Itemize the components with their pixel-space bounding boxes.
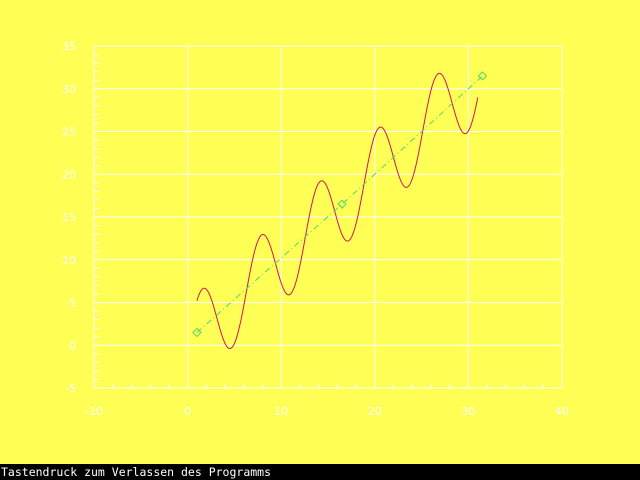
x-tick-label: 20 <box>368 405 382 418</box>
x-tick-label: -10 <box>85 405 103 418</box>
y-tick-label: 35 <box>62 40 76 53</box>
y-tick-label: 30 <box>62 83 76 96</box>
grid <box>93 45 563 389</box>
series-layer <box>192 71 488 350</box>
y-tick-label: 15 <box>62 211 76 224</box>
y-tick-label: 0 <box>69 339 76 352</box>
x-tick-label: 10 <box>274 405 288 418</box>
x-tick-label: 40 <box>555 405 569 418</box>
diamond-marker <box>477 71 488 81</box>
y-tick-label: 10 <box>62 254 76 267</box>
chart: -10 0 10 20 30 40 -5 0 5 10 15 20 25 30 … <box>62 40 569 418</box>
x-tick-labels: -10 0 10 20 30 40 <box>85 405 569 418</box>
y-tick-label: 5 <box>69 297 76 310</box>
y-tick-label: 20 <box>62 168 76 181</box>
x-tick-label: 0 <box>184 405 191 418</box>
status-message: Tastendruck zum Verlassen des Programms <box>1 465 272 479</box>
status-bar: Tastendruck zum Verlassen des Programms <box>0 464 640 480</box>
fit-line-series <box>196 75 483 333</box>
x-tick-label: 30 <box>461 405 475 418</box>
y-tick-labels: -5 0 5 10 15 20 25 30 35 <box>62 40 76 395</box>
diamond-marker <box>337 199 347 209</box>
minor-ticks <box>94 54 544 388</box>
diamond-marker <box>192 327 202 338</box>
y-tick-label: 25 <box>62 126 76 139</box>
curve-series <box>196 72 479 350</box>
y-tick-label: -5 <box>65 382 76 395</box>
